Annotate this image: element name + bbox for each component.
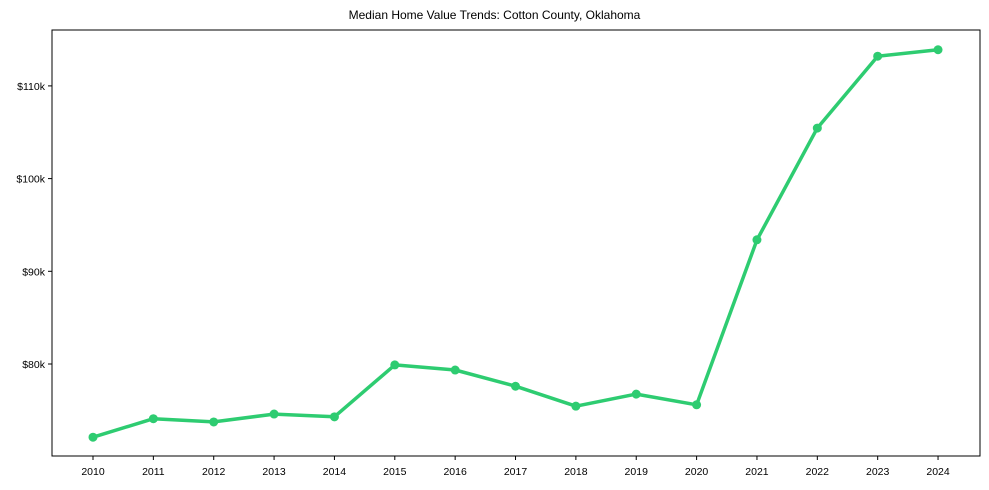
x-tick-label: 2023: [866, 466, 890, 478]
data-point-marker: [873, 51, 883, 61]
data-point-marker: [631, 389, 641, 399]
x-tick-label: 2010: [81, 466, 105, 478]
x-tick-label: 2020: [685, 466, 709, 478]
x-tick-label: 2012: [202, 466, 226, 478]
x-tick-label: 2024: [926, 466, 950, 478]
data-point-marker: [88, 432, 98, 442]
data-point-marker: [692, 400, 702, 410]
y-tick-label: $110k: [17, 81, 46, 93]
data-point-marker: [390, 360, 400, 370]
x-tick-label: 2021: [745, 466, 769, 478]
x-axis: 2010 2011 2012 2013 2014 2015 2016 2017 2018 2019…: [81, 456, 950, 478]
data-point-marker: [571, 401, 581, 411]
data-point-marker: [329, 412, 339, 422]
y-tick-label: $100k: [16, 174, 45, 186]
x-tick-label: 2022: [806, 466, 830, 478]
data-point-marker: [933, 45, 943, 55]
x-tick-label: 2014: [323, 466, 347, 478]
x-tick-label: 2011: [142, 466, 165, 478]
series-line: [91, 47, 940, 439]
x-tick-label: 2016: [443, 466, 467, 478]
y-tick-label: $90k: [22, 266, 46, 278]
data-point-marker: [812, 123, 822, 133]
data-point-marker: [450, 365, 460, 375]
plot-area-frame: [51, 29, 981, 457]
chart-title: Median Home Value Trends: Cotton County,…: [348, 8, 641, 22]
x-tick-label: 2017: [504, 466, 528, 478]
data-point-marker: [148, 414, 158, 424]
series-markers: [88, 45, 943, 442]
y-tick-label: $80k: [22, 359, 46, 371]
x-tick-label: 2015: [383, 466, 407, 478]
x-tick-label: 2013: [262, 466, 286, 478]
data-point-marker: [752, 235, 762, 245]
data-point-marker: [269, 409, 279, 419]
y-axis: $80k $90k $100k $110k: [16, 81, 52, 371]
x-tick-label: 2018: [564, 466, 588, 478]
data-point-marker: [511, 381, 521, 391]
data-point-marker: [209, 417, 219, 427]
x-tick-label: 2019: [625, 466, 649, 478]
